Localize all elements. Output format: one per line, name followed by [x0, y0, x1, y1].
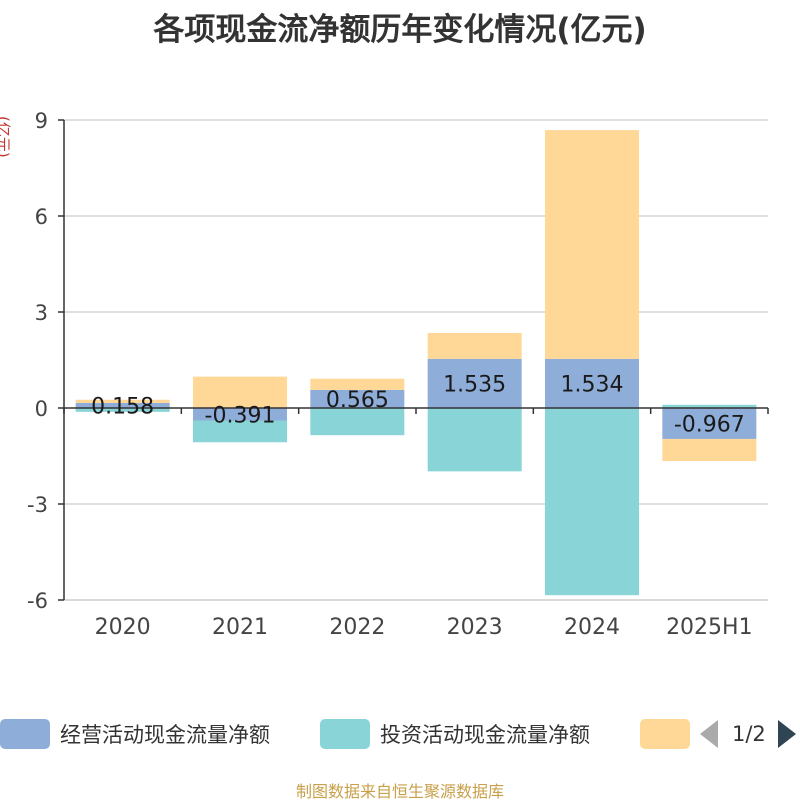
y-tick-label: -3 — [27, 493, 48, 517]
bar-segment[interactable] — [75, 408, 170, 412]
x-category-label: 2021 — [212, 615, 268, 640]
bar-segment[interactable] — [310, 389, 405, 408]
bar-segment[interactable] — [75, 402, 170, 408]
y-tick-label: 9 — [35, 109, 48, 133]
legend-item-operating[interactable]: 经营活动现金流量净额 — [0, 716, 270, 752]
bar-stacks — [75, 130, 757, 596]
bar-segment[interactable] — [193, 408, 287, 421]
bar-segment[interactable] — [75, 399, 170, 403]
legend-page-indicator: 1/2 — [732, 722, 766, 746]
bar-segment[interactable] — [193, 420, 287, 443]
data-labels: 0.158 -0.391 0.565 1.535 1.534 -0.967 — [91, 372, 745, 437]
bar-segment[interactable] — [662, 404, 757, 408]
legend-pager: 1/2 — [700, 716, 796, 752]
bar-segment[interactable] — [545, 130, 639, 359]
legend-swatch-financing — [640, 719, 690, 749]
bar-data-label: 0.565 — [326, 388, 389, 413]
y-tick-label: -6 — [27, 589, 48, 613]
bar-segment[interactable] — [545, 358, 639, 408]
legend-label-investing: 投资活动现金流量净额 — [380, 723, 590, 747]
legend: 经营活动现金流量净额 投资活动现金流量净额 1/2 — [0, 716, 800, 752]
bar-segment[interactable] — [662, 438, 757, 462]
y-tick-label: 3 — [35, 301, 48, 325]
bar-data-label: 1.534 — [561, 372, 624, 397]
y-tick-label: 0 — [35, 397, 48, 421]
bar-data-label: -0.391 — [205, 403, 276, 428]
legend-item-financing[interactable] — [640, 716, 700, 752]
x-category-label: 2023 — [447, 615, 503, 640]
data-source: 制图数据来自恒生聚源数据库 — [295, 782, 504, 801]
x-category-label: 2022 — [329, 615, 385, 640]
y-tick-label: 6 — [35, 205, 48, 229]
legend-swatch-investing — [320, 719, 370, 749]
bar-segment[interactable] — [427, 332, 522, 359]
bar-segment[interactable] — [427, 358, 522, 408]
gridlines — [64, 119, 768, 601]
legend-swatch-operating — [0, 719, 50, 749]
bar-segment[interactable] — [662, 408, 757, 439]
x-category-label: 2020 — [95, 615, 151, 640]
bar-data-label: -0.967 — [674, 412, 745, 437]
bar-segment[interactable] — [427, 408, 522, 472]
legend-next-icon[interactable] — [777, 720, 796, 748]
x-category-label: 2025H1 — [666, 615, 753, 640]
legend-prev-icon[interactable] — [700, 720, 718, 748]
bar-data-label: 1.535 — [443, 372, 506, 397]
legend-item-investing[interactable]: 投资活动现金流量净额 — [320, 716, 590, 752]
chart-plot: 9 6 3 0 -3 -6 2020 2021 2022 2023 2024 2025H1 0.158… — [27, 109, 769, 640]
legend-label-operating: 经营活动现金流量净额 — [60, 723, 270, 747]
chart-title: 各项现金流净额历年变化情况(亿元) — [153, 12, 647, 48]
x-category-label: 2024 — [564, 615, 620, 640]
bar-data-label: 0.158 — [91, 394, 154, 419]
bar-segment[interactable] — [310, 408, 405, 436]
axes: 9 6 3 0 -3 -6 2020 2021 2022 2023 2024 2025H1 — [27, 109, 769, 640]
bar-segment[interactable] — [193, 376, 287, 408]
bar-segment[interactable] — [545, 408, 639, 596]
bar-segment[interactable] — [310, 378, 405, 390]
